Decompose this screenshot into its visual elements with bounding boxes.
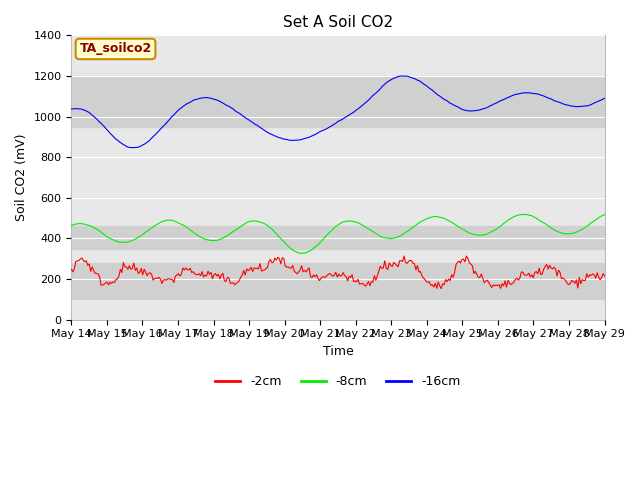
Bar: [72, 76, 605, 127]
Text: TA_soilco2: TA_soilco2: [79, 42, 152, 56]
Bar: [72, 263, 605, 300]
Y-axis label: Soil CO2 (mV): Soil CO2 (mV): [15, 134, 28, 221]
Bar: [72, 226, 605, 249]
Legend: -2cm, -8cm, -16cm: -2cm, -8cm, -16cm: [211, 370, 465, 393]
Title: Set A Soil CO2: Set A Soil CO2: [283, 15, 393, 30]
X-axis label: Time: Time: [323, 345, 353, 358]
